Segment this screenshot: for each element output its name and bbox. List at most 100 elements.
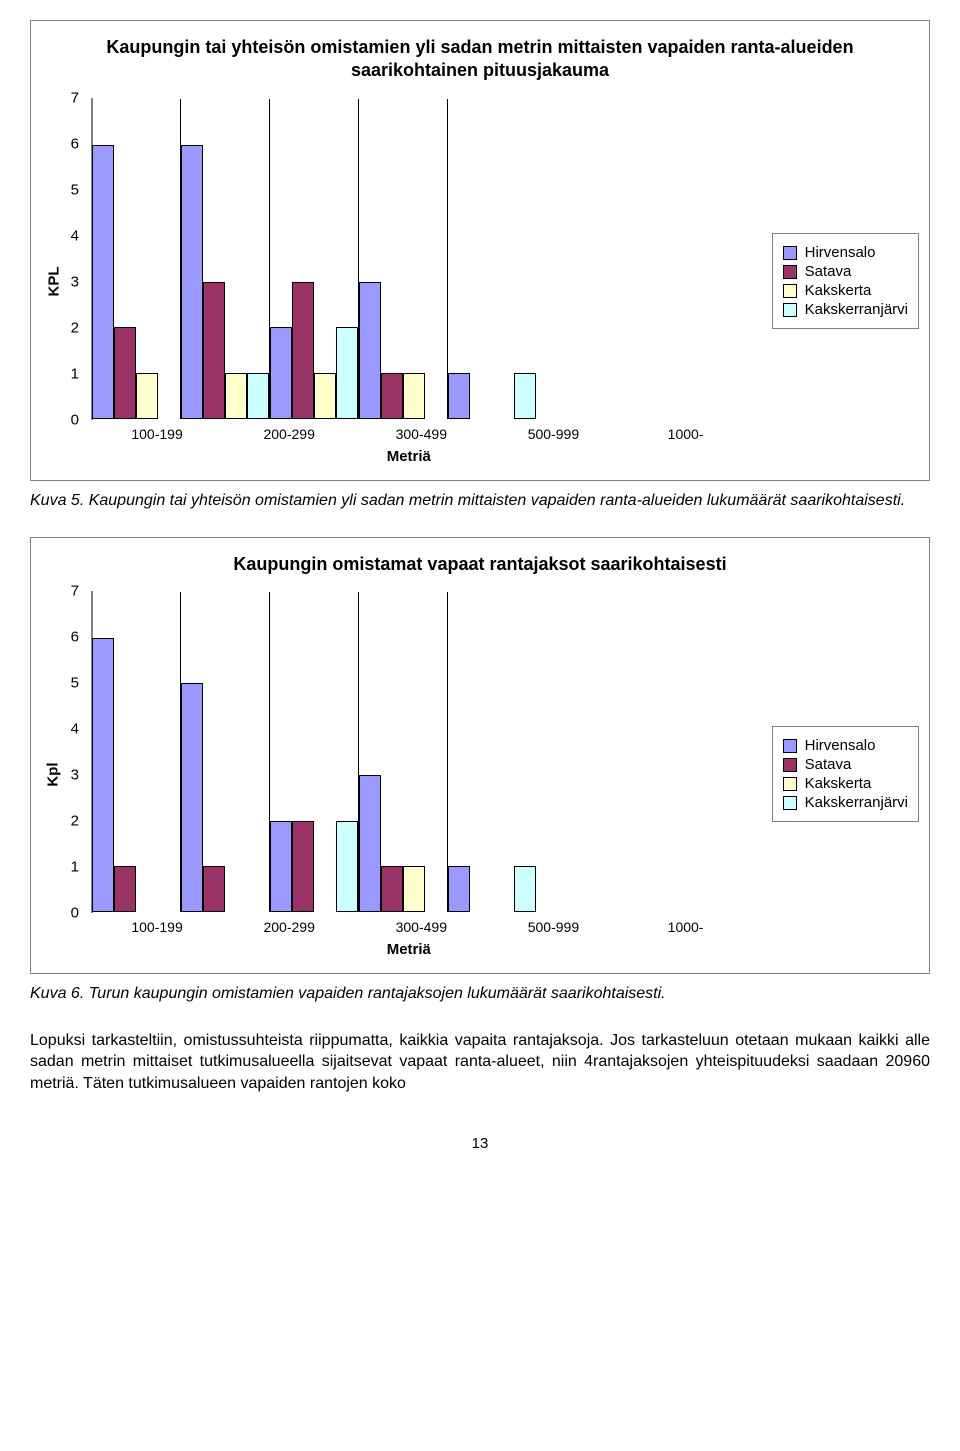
ytick-label: 5 [71,181,85,198]
legend-swatch [783,246,797,260]
bar [514,373,536,419]
legend-swatch [783,758,797,772]
xaxis-category-label: 100-199 [91,919,223,935]
bar [381,866,403,912]
bar [225,373,247,419]
bar [448,866,470,912]
ytick-label: 4 [71,227,85,244]
bar [514,866,536,912]
chart2-ylabel-container: Kpl [41,591,66,958]
bar [403,866,425,912]
chart1-row: KPL 01234567 100-199200-299300-499500-99… [41,98,919,465]
legend-swatch [783,284,797,298]
chart1-yticks: 01234567 [66,98,91,420]
chart1-xaxis-labels: 100-199200-299300-499500-9991000- [91,426,752,442]
legend-label: Hirvensalo [805,737,876,754]
ytick-label: 7 [71,89,85,106]
ytick-label: 2 [71,812,85,829]
bar [359,775,381,912]
xaxis-category-label: 500-999 [487,426,619,442]
bar [92,145,114,419]
legend-item: Kakskerta [783,775,908,792]
bar [403,373,425,419]
ytick-label: 6 [71,628,85,645]
bar [292,282,314,419]
chart1-ylabel: KPL [45,266,62,296]
bar [114,866,136,912]
chart1-container: Kaupungin tai yhteisön omistamien yli sa… [30,20,930,481]
category-group [92,99,180,419]
bar [114,327,136,418]
ytick-label: 5 [71,674,85,691]
ytick-label: 1 [71,365,85,382]
legend-label: Kakskerta [805,775,872,792]
bar [270,327,292,418]
body-paragraph: Lopuksi tarkasteltiin, omistussuhteista … [30,1030,930,1095]
ytick-label: 2 [71,319,85,336]
legend-item: Kakskerranjärvi [783,301,908,318]
legend-label: Kakskerta [805,282,872,299]
xaxis-category-label: 1000- [620,426,752,442]
legend-label: Satava [805,263,852,280]
xaxis-category-label: 200-299 [223,426,355,442]
caption2: Kuva 6. Turun kaupungin omistamien vapai… [30,984,930,1005]
legend-swatch [783,796,797,810]
category-group [180,592,269,912]
bar [336,821,358,912]
bar [203,282,225,419]
xaxis-category-label: 300-499 [355,426,487,442]
category-group [269,99,358,419]
bar [314,373,336,419]
ytick-label: 3 [71,766,85,783]
legend-swatch [783,739,797,753]
chart1-xlabel: Metriä [66,448,752,465]
xaxis-category-label: 500-999 [487,919,619,935]
ytick-label: 7 [71,582,85,599]
chart2-title: Kaupungin omistamat vapaat rantajaksot s… [41,553,919,576]
bar [136,373,158,419]
ytick-label: 1 [71,858,85,875]
legend-item: Hirvensalo [783,244,908,261]
ytick-label: 4 [71,720,85,737]
category-group [447,592,536,912]
chart2-plot-col: 01234567 100-199200-299300-499500-999100… [66,591,752,958]
category-group [180,99,269,419]
category-group [358,592,447,912]
xaxis-category-label: 1000- [620,919,752,935]
category-group [447,99,536,419]
bar [336,327,358,418]
xaxis-category-label: 200-299 [223,919,355,935]
chart2-plot-area [91,591,93,913]
caption1: Kuva 5. Kaupungin tai yhteisön omistamie… [30,491,930,512]
legend-swatch [783,303,797,317]
xaxis-category-label: 100-199 [91,426,223,442]
category-group [358,99,447,419]
ytick-label: 0 [71,904,85,921]
bar [448,373,470,419]
category-group [92,592,180,912]
chart2-plot-legend: 01234567 100-199200-299300-499500-999100… [66,591,919,958]
legend-label: Hirvensalo [805,244,876,261]
legend-item: Satava [783,756,908,773]
bar [292,821,314,912]
chart2-row: Kpl 01234567 100-199200-299300-499500-99… [41,591,919,958]
page-number: 13 [30,1135,930,1152]
bar [92,638,114,912]
ytick-label: 3 [71,273,85,290]
chart2-legend: Hirvensalo Satava Kakskerta Kakskerranjärvi [772,726,919,822]
xaxis-category-label: 300-499 [355,919,487,935]
category-group [269,592,358,912]
legend-label: Satava [805,756,852,773]
bar [381,373,403,419]
legend-item: Kakskerranjärvi [783,794,908,811]
chart1-plot-col: 01234567 100-199200-299300-499500-999100… [66,98,752,465]
bar [181,145,203,419]
chart1-ylabel-container: KPL [41,98,66,465]
chart2-container: Kaupungin omistamat vapaat rantajaksot s… [30,537,930,974]
bar [270,821,292,912]
legend-item: Satava [783,263,908,280]
legend-label: Kakskerranjärvi [805,301,908,318]
chart2-xaxis-labels: 100-199200-299300-499500-9991000- [91,919,752,935]
chart2-ylabel: Kpl [45,762,62,786]
bar [181,683,203,912]
